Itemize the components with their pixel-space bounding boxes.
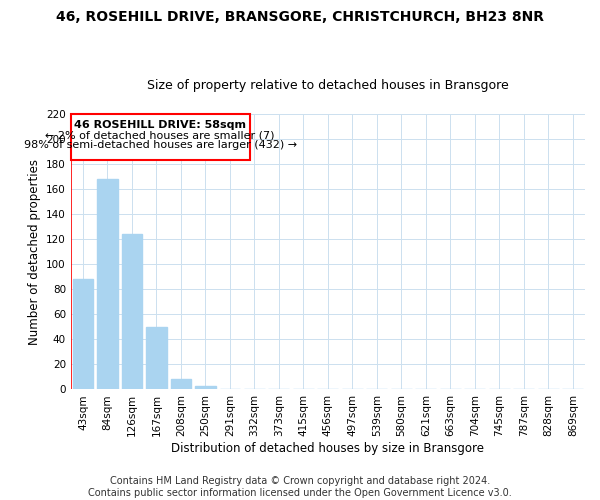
Text: Contains HM Land Registry data © Crown copyright and database right 2024.
Contai: Contains HM Land Registry data © Crown c… [88, 476, 512, 498]
Y-axis label: Number of detached properties: Number of detached properties [28, 158, 41, 344]
Polygon shape [71, 114, 250, 160]
X-axis label: Distribution of detached houses by size in Bransgore: Distribution of detached houses by size … [172, 442, 484, 455]
Bar [170, 380, 191, 390]
Text: ← 2% of detached houses are smaller (7): ← 2% of detached houses are smaller (7) [46, 130, 275, 140]
Bar [195, 386, 216, 390]
Text: 46, ROSEHILL DRIVE, BRANSGORE, CHRISTCHURCH, BH23 8NR: 46, ROSEHILL DRIVE, BRANSGORE, CHRISTCHU… [56, 10, 544, 24]
Bar [97, 179, 118, 390]
Title: Size of property relative to detached houses in Bransgore: Size of property relative to detached ho… [147, 79, 509, 92]
Bar [146, 327, 167, 390]
Text: 46 ROSEHILL DRIVE: 58sqm: 46 ROSEHILL DRIVE: 58sqm [74, 120, 246, 130]
Bar [73, 280, 94, 390]
Bar [122, 234, 142, 390]
Text: 98% of semi-detached houses are larger (432) →: 98% of semi-detached houses are larger (… [23, 140, 296, 150]
